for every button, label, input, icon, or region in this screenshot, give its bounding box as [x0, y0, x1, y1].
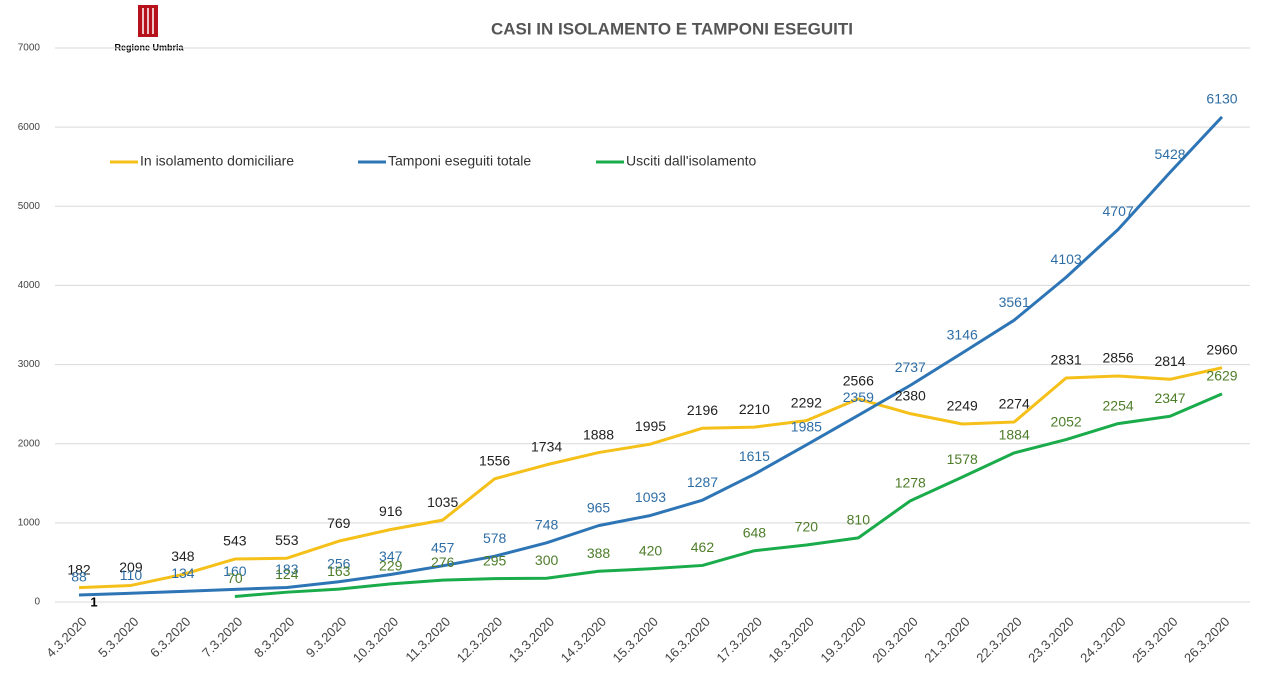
data-label: 462 — [691, 539, 715, 555]
legend-label: Usciti dall'isolamento — [626, 153, 756, 169]
data-label: 2960 — [1206, 341, 1237, 357]
data-label: 1035 — [427, 494, 458, 510]
logo-text: Regione Umbria — [114, 42, 184, 52]
data-label: 2249 — [947, 398, 978, 414]
data-label: 3561 — [999, 294, 1030, 310]
data-label: 810 — [847, 512, 871, 528]
data-label: 4103 — [1051, 251, 1082, 267]
y-tick-label: 4000 — [18, 280, 41, 291]
data-label: 2052 — [1051, 413, 1082, 429]
data-label: 2359 — [843, 389, 874, 405]
y-tick-label: 6000 — [18, 122, 41, 133]
y-tick-label: 0 — [34, 597, 40, 608]
data-label: 1888 — [583, 426, 614, 442]
data-label: 2274 — [999, 396, 1030, 412]
data-label: 2814 — [1154, 353, 1185, 369]
data-label: 347 — [379, 548, 403, 564]
data-label: 578 — [483, 530, 507, 546]
data-label: 256 — [327, 555, 351, 571]
data-label: 1278 — [895, 475, 926, 491]
data-label: 769 — [327, 515, 351, 531]
data-label: 2737 — [895, 359, 926, 375]
data-label: 1734 — [531, 438, 562, 454]
data-label: 543 — [223, 533, 247, 549]
data-label: 2856 — [1103, 350, 1134, 366]
data-label: 916 — [379, 503, 403, 519]
data-label: 2196 — [687, 402, 718, 418]
data-label: 4707 — [1103, 203, 1134, 219]
data-label: 1093 — [635, 489, 666, 505]
data-label: 110 — [120, 567, 143, 583]
data-label: 2292 — [791, 394, 822, 410]
y-tick-label: 3000 — [18, 359, 41, 370]
data-label: 295 — [483, 552, 507, 568]
legend-label: Tamponi eseguiti totale — [388, 153, 531, 169]
data-label: 3146 — [947, 327, 978, 343]
data-label: 420 — [639, 542, 663, 558]
data-label: 124 — [275, 566, 299, 582]
data-label: 1615 — [739, 448, 770, 464]
data-label: 1578 — [947, 451, 978, 467]
series-line — [78, 115, 1224, 597]
data-label: 1556 — [479, 453, 510, 469]
series-line — [78, 366, 1223, 590]
data-label: 182 — [67, 561, 91, 577]
data-label: 2380 — [895, 387, 926, 403]
legend-item: In isolamento domiciliare — [110, 153, 294, 169]
data-label: 2210 — [739, 401, 770, 417]
legend-label: In isolamento domiciliare — [140, 153, 294, 169]
data-label: 1287 — [687, 474, 718, 490]
data-label: 720 — [795, 519, 819, 535]
data-label: 209 — [119, 559, 143, 575]
annotation: 1 — [90, 594, 97, 609]
legend-item: Usciti dall'isolamento — [596, 153, 756, 169]
y-tick-label: 2000 — [18, 438, 41, 449]
legend-item: Tamponi eseguiti totale — [358, 153, 531, 169]
data-label: 1884 — [999, 427, 1030, 443]
data-label: 1995 — [635, 418, 666, 434]
data-label: 88 — [71, 569, 87, 585]
data-label: 134 — [171, 565, 195, 581]
data-label: 748 — [535, 517, 559, 533]
data-label: 300 — [535, 552, 559, 568]
data-label: 2566 — [843, 373, 874, 389]
data-label: 965 — [587, 499, 611, 515]
data-label: 70 — [227, 570, 243, 586]
data-label: 160 — [223, 563, 247, 579]
data-label: 2831 — [1051, 352, 1082, 368]
y-tick-label: 5000 — [18, 201, 41, 212]
data-label: 229 — [379, 558, 403, 574]
data-label: 1985 — [791, 419, 822, 435]
data-label: 2347 — [1154, 390, 1185, 406]
logo: Regione Umbria — [114, 5, 184, 52]
data-label: 553 — [275, 532, 299, 548]
data-label: 5428 — [1154, 146, 1185, 162]
data-label: 163 — [327, 563, 351, 579]
data-label: 183 — [275, 561, 299, 577]
data-label: 6130 — [1206, 91, 1237, 107]
series-line — [234, 392, 1223, 598]
y-tick-label: 7000 — [18, 43, 41, 54]
data-label: 648 — [743, 524, 767, 540]
data-label: 457 — [431, 540, 455, 556]
chart-title: CASI IN ISOLAMENTO E TAMPONI ESEGUITI — [491, 19, 853, 38]
data-label: 2629 — [1206, 368, 1237, 384]
y-tick-label: 1000 — [18, 517, 41, 528]
data-label: 388 — [587, 545, 611, 561]
data-label: 348 — [171, 548, 195, 564]
data-label: 2254 — [1103, 397, 1134, 413]
data-label: 276 — [431, 554, 455, 570]
